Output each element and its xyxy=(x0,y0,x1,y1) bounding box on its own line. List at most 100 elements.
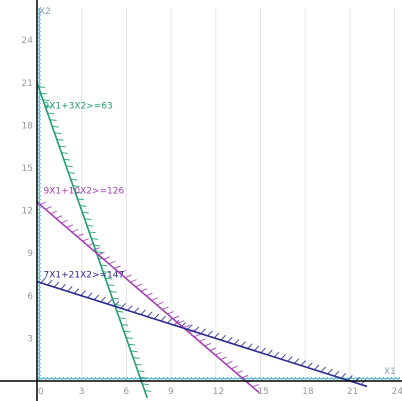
hatch-mark-1 xyxy=(39,201,47,206)
hatch-mark-1 xyxy=(146,292,153,297)
y-tick-label: 12 xyxy=(22,207,33,217)
hatch-mark-1 xyxy=(124,274,132,279)
hatch-mark-0 xyxy=(126,337,133,340)
hatch-mark-0 xyxy=(96,251,103,254)
hatch-mark-2 xyxy=(87,292,93,298)
hatch-mark-0 xyxy=(61,152,69,154)
hatch-mark-2 xyxy=(340,373,347,379)
hatch-mark-2 xyxy=(287,356,293,362)
hatch-mark-2 xyxy=(100,296,106,303)
hatch-mark-2 xyxy=(133,307,140,313)
hatch-mark-0 xyxy=(77,198,85,201)
hatch-mark-1 xyxy=(225,361,233,365)
hatch-mark-2 xyxy=(193,326,200,332)
hatch-mark-1 xyxy=(77,233,84,238)
hatch-mark-1 xyxy=(119,269,127,274)
y-tick-label: 3 xyxy=(27,334,33,344)
hatch-mark-1 xyxy=(252,383,259,388)
hatch-mark-2 xyxy=(73,288,80,294)
hatch-mark-1 xyxy=(103,256,111,260)
hatch-mark-2 xyxy=(260,347,267,354)
constraint-labels: 9X1+3X2>=63 9X1+10X2>=126 7X1+21X2>=147 xyxy=(43,101,124,280)
hatch-mark-1 xyxy=(156,301,164,306)
hatch-mark-2 xyxy=(200,328,206,335)
hatch-mark-2 xyxy=(187,324,193,330)
hatch-mark-0 xyxy=(86,224,94,227)
hatch-mark-2 xyxy=(80,290,86,296)
hatch-mark-2 xyxy=(140,309,146,315)
hatch-mark-2 xyxy=(233,339,240,345)
constraint-label-2: 9X1+10X2>=126 xyxy=(43,187,124,197)
hatch-mark-0 xyxy=(121,323,129,326)
y-tick-label: 21 xyxy=(22,79,33,89)
hatch-mark-1 xyxy=(98,251,105,256)
hatch-mark-2 xyxy=(147,311,153,318)
tick-labels: 0 3 6 9 12 15 18 21 24 3 6 9 12 15 18 21 24 xyxy=(22,36,402,397)
hatch-layer xyxy=(36,6,401,392)
hatch-mark-2 xyxy=(307,362,313,368)
hatch-mark-1 xyxy=(177,320,185,324)
hatch-mark-0 xyxy=(107,284,115,287)
hatch-mark-1 xyxy=(167,310,174,315)
y-tick-label: 24 xyxy=(22,36,34,46)
hatch-mark-2 xyxy=(120,303,126,309)
y-tick-label: 6 xyxy=(27,292,33,302)
hatch-mark-2 xyxy=(107,298,113,305)
hatch-mark-2 xyxy=(253,345,260,351)
hatch-mark-0 xyxy=(119,317,126,320)
hatch-mark-0 xyxy=(63,158,71,161)
hatch-mark-1 xyxy=(61,219,68,224)
x-tick-label: 18 xyxy=(302,387,314,397)
hatch-mark-2 xyxy=(273,351,280,358)
x-tick-label: 3 xyxy=(79,387,85,397)
hatch-mark-0 xyxy=(70,178,78,181)
hatch-mark-1 xyxy=(151,297,158,301)
hatch-mark-0 xyxy=(49,119,57,121)
hatch-mark-2 xyxy=(160,315,166,322)
hatch-mark-0 xyxy=(68,171,76,174)
hatch-mark-2 xyxy=(247,343,253,349)
hatch-mark-0 xyxy=(135,363,143,366)
hatch-mark-1 xyxy=(66,224,73,228)
hatch-mark-2 xyxy=(60,284,66,290)
hatch-mark-2 xyxy=(313,364,320,371)
hatch-mark-2 xyxy=(267,349,273,356)
hatch-mark-1 xyxy=(135,283,143,288)
hatch-mark-2 xyxy=(293,358,300,364)
hatch-mark-0 xyxy=(45,105,52,108)
hatch-mark-2 xyxy=(207,330,213,337)
hatch-mark-0 xyxy=(109,290,117,293)
constraint-line-2 xyxy=(36,201,260,394)
hatch-mark-0 xyxy=(137,370,145,373)
hatch-mark-0 xyxy=(139,376,147,379)
hatch-mark-2 xyxy=(47,279,53,286)
hatch-mark-2 xyxy=(280,353,287,360)
hatch-mark-0 xyxy=(142,383,150,386)
hatch-mark-2 xyxy=(227,336,233,343)
hatch-mark-2 xyxy=(327,368,333,375)
hatch-mark-2 xyxy=(240,341,246,347)
y-tick-label: 9 xyxy=(27,249,33,259)
x-tick-label: 6 xyxy=(123,387,129,397)
hatch-mark-2 xyxy=(93,294,100,301)
hatch-mark-0 xyxy=(72,185,80,188)
hatch-mark-2 xyxy=(167,317,173,324)
hatch-mark-2 xyxy=(213,332,220,339)
hatch-mark-0 xyxy=(56,138,64,141)
hatch-mark-0 xyxy=(38,86,46,88)
hatch-mark-0 xyxy=(123,330,131,333)
hatch-mark-2 xyxy=(40,277,46,284)
hatch-mark-0 xyxy=(112,297,119,300)
hatch-mark-1 xyxy=(130,279,137,283)
hatch-mark-0 xyxy=(75,191,83,194)
hatch-mark-2 xyxy=(67,286,73,292)
hatch-mark-0 xyxy=(42,99,50,102)
hatch-mark-0 xyxy=(102,271,110,273)
hatch-mark-1 xyxy=(215,352,222,356)
hatch-mark-1 xyxy=(172,315,180,320)
constraint-label-3: 7X1+21X2>=147 xyxy=(43,270,124,280)
constraint-line-3 xyxy=(36,280,368,388)
hatch-mark-2 xyxy=(347,375,353,381)
